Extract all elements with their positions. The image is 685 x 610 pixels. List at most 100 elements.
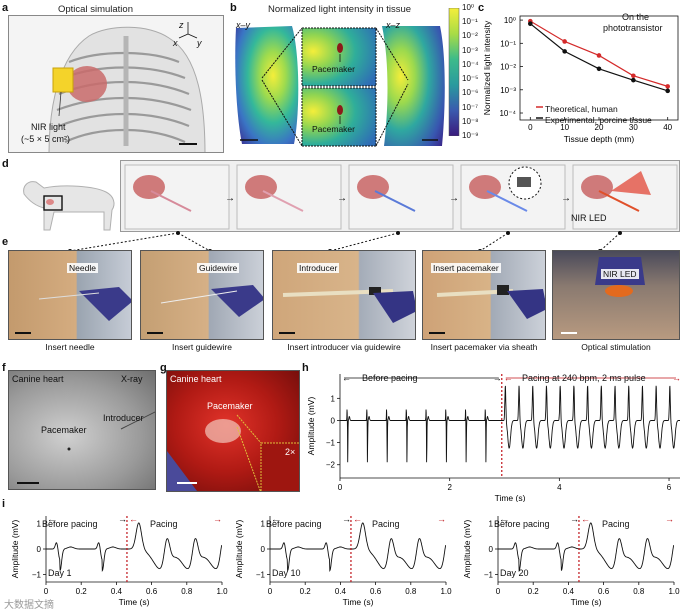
chart-h-xtick-label: 2 <box>447 483 452 492</box>
panel-d-label: d <box>2 158 9 170</box>
chart-c-ytick-label: 10⁻³ <box>500 86 516 95</box>
procedure-step-arrow: → <box>225 193 235 204</box>
xray-image: Canine heart X-ray Pacemaker Introducer <box>8 370 156 490</box>
guidewire-tag: Guidewire <box>197 263 240 273</box>
photo-insert-needle: Needle <box>8 250 132 340</box>
chart-i-ytick-label: 0 <box>261 545 266 554</box>
introducer-tag: Introducer <box>297 263 340 273</box>
pacing-label-h: Pacing at 240 bpm, 2 ms pulse <box>522 373 646 383</box>
chart-i-before-arrowhead-right: → <box>570 514 579 524</box>
chart-i-ytick-label: 1 <box>261 520 266 529</box>
chart-i-pacing-arrowhead-left: ← <box>129 514 138 524</box>
caption-optical-stimulation: Optical stimulation <box>581 342 651 352</box>
chart-i-xtick-label: 0 <box>268 587 273 596</box>
procedure-step-arrow: → <box>337 193 347 204</box>
chart-c-ytick-label: 10⁻¹ <box>500 39 516 48</box>
chart-i-xtick-label: 0.4 <box>111 587 123 596</box>
chart-i-ytick-label: −1 <box>484 570 494 579</box>
chart-i-xtick-label: 0.8 <box>405 587 417 596</box>
axis-y-label: y <box>197 38 202 48</box>
chart-i-xtick-label: 0.4 <box>563 587 575 596</box>
procedure-steps-svg: → → → → <box>124 164 678 230</box>
heart-photo: Canine heart Pacemaker 2× <box>166 370 300 492</box>
photo-insert-guidewire: Guidewire <box>140 250 264 340</box>
chart-i-ylabel: Amplitude (mV) <box>462 520 472 579</box>
chart-c-xtick-label: 30 <box>629 123 638 132</box>
pacemaker-label-top: Pacemaker <box>312 64 355 74</box>
chart-c-point-1 <box>528 21 533 26</box>
procedure-step-device <box>486 190 528 212</box>
chart-h-xtick-label: 6 <box>667 483 672 492</box>
chart-i-pacing-arrowhead-right: → <box>665 514 674 524</box>
chart-c-annotation-2: phototransistor <box>603 23 663 33</box>
chart-i-before-arrowhead-left: ← <box>47 514 56 524</box>
chart-c-xtick-label: 20 <box>595 123 604 132</box>
chart-c-xtick-label: 10 <box>560 123 569 132</box>
light-intensity-maps <box>235 26 445 147</box>
day-label-20: Day 20 <box>500 568 529 578</box>
procedure-step-device <box>262 190 304 212</box>
xray-pacemaker-label: Pacemaker <box>41 425 87 435</box>
optical-simulation-box: z x y NIR light (~5 × 5 cm²) <box>8 15 224 153</box>
colorbar-tick-label: 10⁻⁷ <box>462 102 479 112</box>
chart-i-xtick-label: 1.0 <box>216 587 228 596</box>
panel-e-label: e <box>2 236 9 248</box>
chart-i-xtick-label: 1.0 <box>440 587 452 596</box>
xray-modality: X-ray <box>121 374 143 384</box>
chart-h-ytick-label: 0 <box>331 416 336 425</box>
chart-i-xlabel: Time (s) <box>343 597 374 607</box>
pacing-label-i2: Pacing <box>372 519 400 529</box>
zoom-map-bottom <box>301 87 377 147</box>
colorbar-tick-label: 10⁻⁵ <box>462 74 479 84</box>
chart-i-xtick-label: 0.8 <box>633 587 645 596</box>
colorbar-tick-label: 10⁻² <box>462 31 478 41</box>
chart-c-xtick-label: 0 <box>528 123 533 132</box>
colorbar-tick-label: 10⁻⁶ <box>462 88 479 98</box>
device-zoom-chip <box>517 177 531 187</box>
chart-h-xlabel: Time (s) <box>495 493 526 502</box>
chart-i-ytick-label: 0 <box>37 545 42 554</box>
panel-f-label: f <box>2 362 6 374</box>
pacemaker-label-bottom: Pacemaker <box>312 124 355 134</box>
procedure-step-device <box>150 190 192 212</box>
caption-insert-pacemaker: Insert pacemaker via sheath <box>430 342 538 352</box>
zoom-factor: 2× <box>285 447 296 457</box>
chart-i-ecg-trace <box>270 522 447 573</box>
chart-h-ylabel: Amplitude (mV) <box>306 397 316 456</box>
chart-i-xtick-label: 0 <box>496 587 501 596</box>
ribcage-illustration <box>48 26 206 152</box>
heart-photo-title: Canine heart <box>170 374 222 384</box>
chart-h-before-arrowhead-right: → <box>493 373 502 383</box>
chart-i-ecg-trace <box>498 522 675 573</box>
panel-a-title: Optical simulation <box>58 4 133 15</box>
chart-c-ytick-label: 10⁰ <box>504 16 516 25</box>
chart-h-xtick-label: 4 <box>557 483 562 492</box>
nir-light-square <box>52 67 74 93</box>
needle-tag: Needle <box>67 263 98 273</box>
chart-i-xtick-label: 0.6 <box>146 587 158 596</box>
chart-c-point-1 <box>596 66 602 72</box>
chart-i-xtick-label: 0.2 <box>76 587 88 596</box>
panel-h-label: h <box>302 362 309 374</box>
chart-i-xlabel: Time (s) <box>571 597 602 607</box>
chart-i-xtick-label: 0.6 <box>598 587 610 596</box>
chart-i-pacing-arrowhead-right: → <box>437 514 446 524</box>
day-label-10: Day 10 <box>272 568 301 578</box>
day-label-1: Day 1 <box>48 568 72 578</box>
before-pacing-label-i1: Before pacing <box>42 519 98 529</box>
chart-i-pacing-arrowhead-left: ← <box>581 514 590 524</box>
axis-x-label: x <box>173 38 178 48</box>
before-pacing-label-i2: Before pacing <box>266 519 322 529</box>
chart-i-pacing-arrowhead-left: ← <box>353 514 362 524</box>
caption-insert-guidewire: Insert guidewire <box>171 342 232 352</box>
heart-region <box>67 66 107 102</box>
pacemaker-marker-bottom <box>337 105 343 115</box>
zoom-map-top <box>301 27 377 87</box>
procedure-illustration-strip: → → → → NIR LED <box>120 160 680 232</box>
chart-h-pacing-arrowhead-left: ← <box>504 373 513 383</box>
insert-pacemaker-tag: Insert pacemaker <box>431 263 501 273</box>
chart-i-pacing-arrowhead-right: → <box>213 514 222 524</box>
